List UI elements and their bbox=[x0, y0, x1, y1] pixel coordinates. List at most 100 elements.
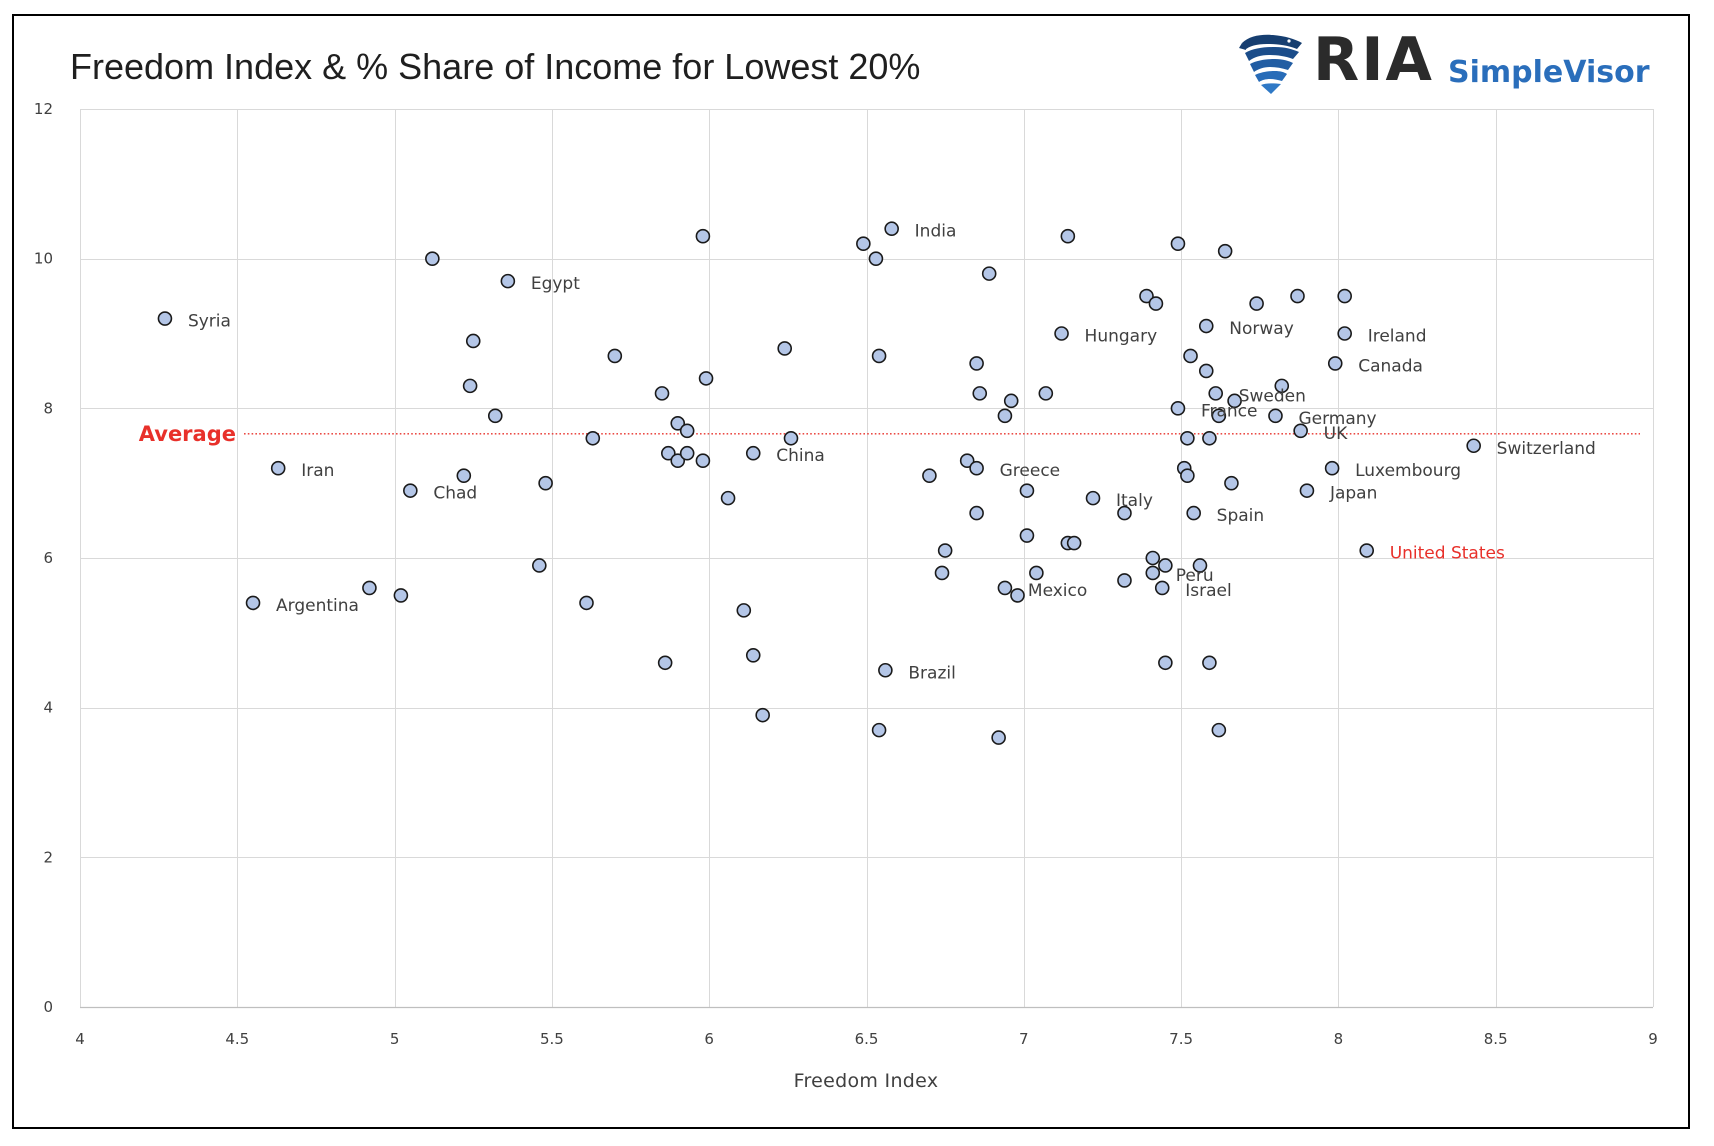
point-label: Chad bbox=[433, 484, 477, 504]
data-point bbox=[403, 483, 418, 498]
data-point bbox=[585, 430, 601, 446]
data-point bbox=[1170, 236, 1186, 251]
y-tick-label: 2 bbox=[43, 848, 53, 866]
data-point bbox=[1085, 490, 1101, 506]
y-tick-label: 10 bbox=[34, 250, 53, 268]
data-point bbox=[969, 460, 984, 476]
data-point bbox=[456, 468, 472, 483]
average-label: Average bbox=[139, 422, 236, 446]
point-label: Switzerland bbox=[1497, 439, 1596, 459]
point-labels: Syria Argentina Iran Chad Egypt China Brazil In… bbox=[188, 222, 1596, 684]
data-point bbox=[579, 595, 594, 611]
data-point bbox=[1208, 386, 1224, 401]
tick-labels: 4 4.5 5 5.5 6 6.5 7 7.5 8 8.5 9 0 2 4 6 8 10 12 bbox=[34, 100, 1658, 1048]
point-label: Luxembourg bbox=[1355, 461, 1461, 481]
data-point bbox=[1466, 438, 1481, 454]
data-point bbox=[856, 236, 871, 251]
x-tick-label: 5.5 bbox=[540, 1030, 564, 1048]
data-point bbox=[1158, 558, 1173, 573]
data-point bbox=[1117, 573, 1132, 588]
data-point bbox=[393, 588, 409, 603]
brand-logo: RIA SimpleVisor bbox=[1239, 25, 1650, 95]
data-point bbox=[698, 371, 714, 386]
data-point bbox=[1337, 288, 1352, 304]
data-point bbox=[868, 251, 884, 266]
data-point bbox=[1324, 460, 1340, 476]
point-label: Sweden bbox=[1239, 386, 1306, 406]
data-point bbox=[1293, 423, 1308, 439]
data-point bbox=[1145, 565, 1161, 581]
x-axis-title: Freedom Index bbox=[794, 1070, 939, 1092]
data-point bbox=[487, 408, 503, 424]
data-point bbox=[657, 655, 673, 671]
point-label: Japan bbox=[1329, 484, 1377, 504]
x-tick-label: 5 bbox=[390, 1030, 400, 1048]
data-point bbox=[500, 273, 516, 289]
x-tick-label: 9 bbox=[1648, 1030, 1658, 1048]
data-point bbox=[1217, 243, 1233, 259]
data-point bbox=[1158, 655, 1173, 671]
data-point bbox=[937, 543, 953, 558]
data-point bbox=[1186, 505, 1201, 521]
data-point bbox=[1010, 588, 1025, 603]
data-point bbox=[1060, 228, 1076, 244]
data-point bbox=[755, 707, 770, 723]
data-point bbox=[969, 505, 984, 521]
data-point bbox=[1180, 430, 1195, 446]
data-point bbox=[1227, 393, 1242, 409]
data-point bbox=[959, 453, 975, 469]
point-label: Brazil bbox=[908, 663, 955, 683]
x-tick-label: 7.5 bbox=[1169, 1030, 1193, 1048]
data-point bbox=[997, 408, 1013, 424]
point-label: Israel bbox=[1185, 581, 1231, 601]
point-label: Greece bbox=[1000, 461, 1061, 481]
x-tick-label: 8 bbox=[1334, 1030, 1344, 1048]
data-point bbox=[1224, 475, 1239, 491]
data-point bbox=[1359, 543, 1375, 558]
data-point bbox=[1038, 386, 1054, 401]
data-point bbox=[1029, 565, 1044, 581]
x-tick-label: 6.5 bbox=[855, 1030, 879, 1048]
data-point bbox=[1198, 318, 1214, 334]
x-tick-label: 8.5 bbox=[1484, 1030, 1508, 1048]
data-point bbox=[922, 468, 937, 483]
data-point bbox=[991, 730, 1006, 745]
data-point bbox=[1202, 430, 1217, 446]
data-point bbox=[679, 423, 695, 439]
data-point bbox=[607, 348, 623, 364]
data-point bbox=[1183, 348, 1198, 364]
point-label: France bbox=[1201, 401, 1258, 421]
data-points bbox=[157, 221, 1481, 745]
point-label: Ireland bbox=[1368, 327, 1427, 347]
data-point bbox=[1337, 326, 1352, 341]
data-point bbox=[1054, 326, 1069, 341]
point-label: Argentina bbox=[276, 596, 359, 616]
y-tick-label: 4 bbox=[43, 699, 53, 717]
data-point bbox=[884, 221, 899, 237]
data-point bbox=[1139, 288, 1154, 304]
x-tick-label: 6 bbox=[704, 1030, 714, 1048]
data-point bbox=[878, 662, 893, 678]
data-point bbox=[981, 266, 997, 281]
point-label: Syria bbox=[188, 312, 231, 332]
data-point bbox=[679, 445, 695, 461]
data-point bbox=[695, 453, 711, 469]
point-label: Iran bbox=[301, 461, 334, 481]
data-point bbox=[777, 341, 793, 356]
data-point bbox=[1327, 356, 1343, 371]
data-point bbox=[695, 228, 711, 244]
data-point bbox=[1117, 505, 1132, 521]
data-point bbox=[1154, 580, 1170, 596]
chart-title: Freedom Index & % Share of Income for Lo… bbox=[70, 46, 920, 87]
point-label: United States bbox=[1390, 544, 1505, 564]
point-label: Canada bbox=[1358, 356, 1423, 376]
point-label: Egypt bbox=[531, 274, 580, 294]
data-point bbox=[362, 580, 377, 596]
data-point bbox=[871, 722, 887, 738]
point-label: China bbox=[776, 446, 825, 466]
data-point bbox=[1274, 378, 1290, 394]
data-point bbox=[538, 475, 553, 491]
data-point bbox=[745, 647, 761, 663]
data-point bbox=[1299, 483, 1315, 498]
